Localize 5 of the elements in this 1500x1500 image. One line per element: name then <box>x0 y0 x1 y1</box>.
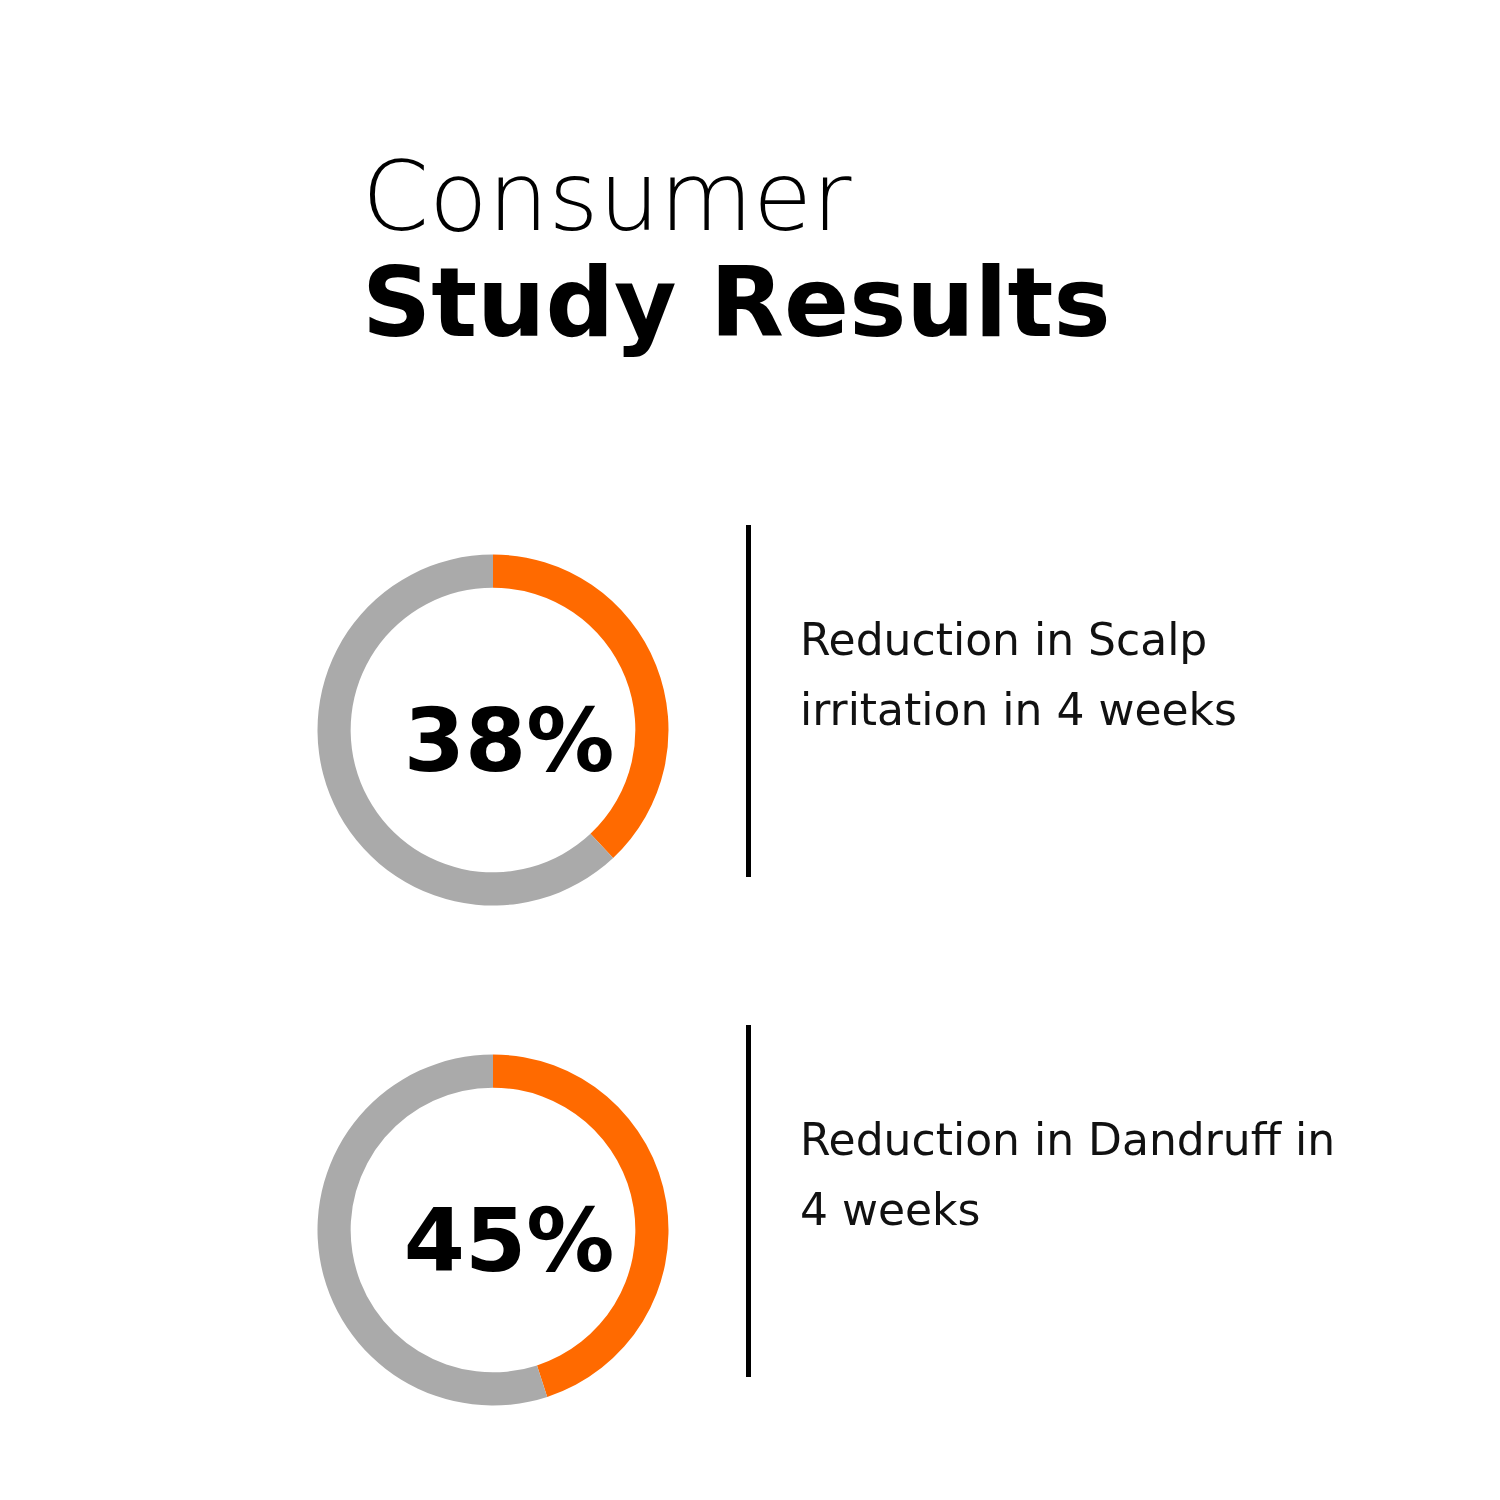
chart-title: Consumer Study Results <box>362 141 1111 359</box>
data-label: 45% <box>403 1188 615 1292</box>
text: Reduction in Scalp irritation in 4 weeks <box>800 613 1238 738</box>
data-label: 38% <box>403 688 615 792</box>
text: Reduction in Dandruff in 4 weeks <box>800 1113 1337 1238</box>
